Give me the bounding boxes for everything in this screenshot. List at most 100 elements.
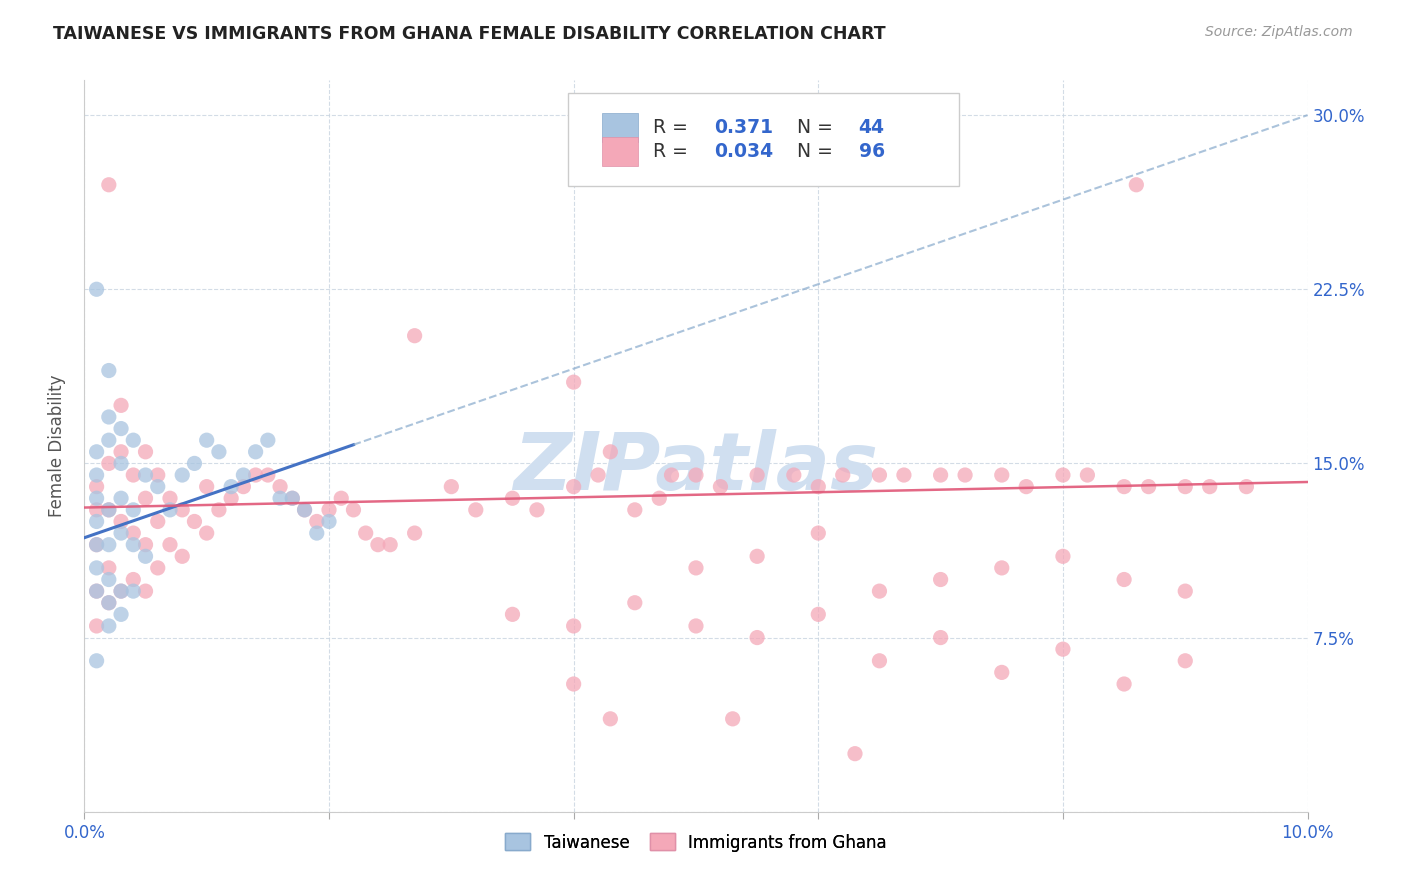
Point [146, 561, 169, 575]
Point [135, 445, 157, 459]
Point [330, 491, 353, 506]
Point [97, 503, 120, 517]
Point [146, 480, 169, 494]
Point [1125, 178, 1147, 192]
Point [1114, 480, 1136, 494]
Point [562, 619, 585, 633]
Point [269, 480, 291, 494]
Point [135, 549, 157, 564]
Point [929, 573, 952, 587]
Text: N =: N = [797, 142, 839, 161]
Point [1236, 480, 1258, 494]
Text: Source: ZipAtlas.com: Source: ZipAtlas.com [1205, 25, 1353, 39]
Point [747, 631, 769, 645]
Point [195, 433, 218, 447]
Point [869, 468, 891, 483]
Point [953, 468, 976, 483]
Point [586, 468, 609, 483]
Point [1052, 642, 1074, 657]
Point [97, 619, 120, 633]
Point [294, 503, 316, 517]
Point [1198, 480, 1220, 494]
Point [562, 480, 585, 494]
Point [257, 433, 280, 447]
Text: R =: R = [654, 142, 695, 161]
Point [110, 607, 132, 622]
Y-axis label: Female Disability: Female Disability [48, 375, 66, 517]
Point [135, 584, 157, 599]
Point [97, 457, 120, 471]
Point [991, 468, 1014, 483]
Point [367, 538, 389, 552]
Point [831, 468, 853, 483]
Text: TAIWANESE VS IMMIGRANTS FROM GHANA FEMALE DISABILITY CORRELATION CHART: TAIWANESE VS IMMIGRANTS FROM GHANA FEMAL… [53, 25, 886, 43]
Point [172, 468, 194, 483]
Point [97, 433, 120, 447]
Point [294, 503, 316, 517]
Point [929, 631, 952, 645]
Point [624, 596, 647, 610]
Point [599, 445, 621, 459]
Point [1015, 480, 1038, 494]
Point [305, 526, 328, 541]
Point [97, 596, 120, 610]
Point [172, 503, 194, 517]
Point [661, 468, 683, 483]
FancyBboxPatch shape [602, 113, 638, 143]
Point [86, 654, 108, 668]
Point [1052, 468, 1074, 483]
Point [807, 480, 830, 494]
Point [404, 328, 426, 343]
Point [219, 480, 242, 494]
Point [245, 468, 267, 483]
Point [257, 468, 280, 483]
Point [929, 468, 952, 483]
Point [869, 584, 891, 599]
Point [97, 409, 120, 424]
Point [97, 178, 120, 192]
Point [122, 538, 145, 552]
Point [146, 468, 169, 483]
Point [97, 573, 120, 587]
Point [599, 712, 621, 726]
Point [747, 468, 769, 483]
FancyBboxPatch shape [568, 93, 959, 186]
Point [86, 468, 108, 483]
Point [97, 561, 120, 575]
Point [1052, 549, 1074, 564]
Point [648, 491, 671, 506]
Point [1174, 480, 1197, 494]
Point [685, 561, 707, 575]
Text: 0.371: 0.371 [714, 119, 773, 137]
Point [183, 515, 205, 529]
Point [86, 538, 108, 552]
Point [195, 526, 218, 541]
Point [354, 526, 377, 541]
Text: 0.034: 0.034 [714, 142, 773, 161]
Point [208, 503, 231, 517]
Point [685, 619, 707, 633]
Text: 44: 44 [859, 119, 884, 137]
Point [208, 445, 231, 459]
Point [1174, 654, 1197, 668]
Point [97, 596, 120, 610]
Point [122, 573, 145, 587]
Point [991, 561, 1014, 575]
Point [110, 445, 132, 459]
Point [122, 584, 145, 599]
Point [97, 503, 120, 517]
Point [380, 538, 402, 552]
Point [122, 468, 145, 483]
Point [232, 480, 254, 494]
Point [86, 561, 108, 575]
Point [747, 549, 769, 564]
Point [219, 491, 242, 506]
Point [1114, 677, 1136, 691]
Point [86, 282, 108, 296]
Point [110, 398, 132, 412]
Point [159, 491, 181, 506]
Point [305, 515, 328, 529]
Point [807, 607, 830, 622]
Point [281, 491, 304, 506]
Point [135, 468, 157, 483]
